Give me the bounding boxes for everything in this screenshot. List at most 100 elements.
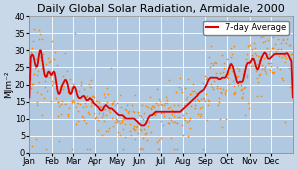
Point: [153, 113, 158, 116]
Point: [260, 34, 265, 37]
Point: [183, 87, 188, 90]
Point: [247, 59, 252, 62]
Point: [98, 106, 103, 108]
Point: [216, 104, 221, 106]
Point: [217, 97, 222, 99]
Point: [69, 88, 74, 91]
Point: [290, 89, 295, 92]
Point: [280, 55, 285, 58]
Point: [190, 99, 195, 102]
Point: [108, 111, 113, 113]
Point: [244, 76, 249, 79]
Point: [76, 109, 81, 112]
Point: [287, 67, 292, 70]
Point: [255, 63, 260, 66]
Point: [59, 99, 64, 102]
Point: [165, 106, 170, 109]
Point: [200, 105, 204, 108]
Point: [182, 117, 187, 119]
Point: [182, 119, 187, 122]
Point: [206, 103, 211, 106]
Point: [88, 148, 93, 151]
Point: [189, 93, 193, 95]
Point: [181, 134, 185, 136]
Point: [112, 120, 117, 123]
Point: [116, 120, 121, 122]
Point: [129, 104, 134, 107]
Point: [269, 71, 274, 73]
Point: [83, 105, 88, 108]
Point: [228, 66, 233, 69]
Point: [29, 86, 33, 89]
Point: [39, 38, 44, 41]
Point: [130, 127, 135, 130]
Point: [111, 124, 116, 127]
Point: [261, 41, 266, 43]
Point: [138, 129, 143, 132]
Point: [288, 57, 293, 60]
Point: [132, 125, 136, 128]
Point: [259, 36, 263, 39]
Point: [124, 104, 129, 107]
Point: [152, 106, 157, 108]
Point: [267, 49, 272, 52]
Point: [225, 72, 230, 75]
Point: [240, 96, 245, 98]
Point: [163, 102, 168, 105]
Point: [269, 46, 274, 49]
Point: [199, 113, 204, 116]
Point: [97, 109, 102, 112]
Point: [137, 114, 141, 117]
Point: [290, 53, 295, 56]
Point: [162, 112, 167, 114]
Point: [61, 85, 66, 88]
Point: [177, 115, 182, 118]
Point: [111, 99, 116, 102]
Point: [276, 38, 281, 40]
Point: [132, 110, 136, 113]
Point: [208, 82, 213, 85]
Point: [33, 67, 37, 70]
Point: [179, 91, 184, 94]
Point: [146, 124, 151, 127]
Point: [282, 55, 287, 57]
Point: [101, 93, 106, 95]
Point: [282, 54, 287, 56]
Point: [65, 87, 70, 89]
Point: [180, 123, 185, 126]
Point: [54, 97, 59, 99]
Point: [207, 100, 211, 102]
Point: [120, 116, 125, 119]
Point: [247, 107, 251, 109]
Point: [135, 131, 140, 134]
Point: [136, 111, 141, 113]
Point: [284, 57, 289, 59]
Point: [220, 70, 225, 73]
Point: [154, 111, 159, 114]
Point: [90, 102, 94, 105]
Point: [53, 87, 58, 90]
Point: [238, 82, 243, 85]
Point: [254, 77, 259, 79]
Point: [54, 63, 59, 66]
Point: [148, 95, 152, 98]
Point: [244, 57, 248, 60]
Point: [58, 103, 63, 106]
Point: [104, 87, 109, 90]
Point: [251, 64, 255, 67]
Y-axis label: MJm⁻²: MJm⁻²: [4, 71, 13, 98]
Point: [44, 148, 48, 151]
Point: [168, 106, 173, 109]
Point: [189, 105, 193, 107]
Point: [216, 101, 221, 103]
Point: [273, 50, 278, 53]
Point: [242, 87, 247, 90]
Point: [238, 84, 243, 87]
Point: [257, 59, 262, 62]
Point: [92, 112, 97, 114]
Point: [29, 50, 33, 53]
Point: [151, 113, 156, 116]
Point: [266, 39, 271, 42]
Point: [46, 57, 50, 60]
Point: [222, 93, 227, 95]
